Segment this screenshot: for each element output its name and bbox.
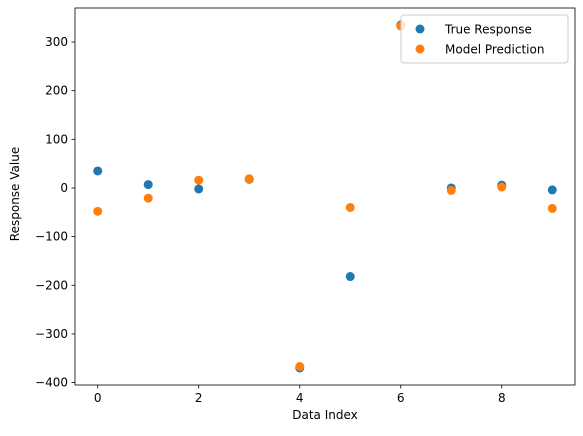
data-point: [345, 272, 355, 282]
x-tick-label: 8: [498, 391, 506, 405]
data-point: [93, 166, 103, 176]
data-points: [93, 20, 557, 373]
data-point: [446, 185, 456, 195]
y-tick-label: 0: [60, 181, 68, 195]
y-tick-label: −200: [35, 278, 68, 292]
legend: True Response Model Prediction: [400, 14, 569, 64]
legend-marker: [415, 24, 425, 34]
x-tick-label: 2: [195, 391, 203, 405]
data-point: [244, 174, 254, 184]
data-point: [143, 180, 153, 190]
y-tick-label: 300: [45, 35, 68, 49]
data-point: [547, 203, 557, 213]
x-tick-label: 4: [296, 391, 304, 405]
x-tick-label: 0: [94, 391, 102, 405]
y-tick-label: −400: [35, 376, 68, 390]
data-point: [497, 182, 507, 192]
legend-box: [400, 14, 569, 64]
legend-label: Model Prediction: [445, 43, 544, 57]
x-axis-label: Data Index: [292, 408, 358, 422]
data-point: [345, 202, 355, 212]
y-tick-label: −300: [35, 327, 68, 341]
data-point: [194, 184, 204, 194]
data-point: [194, 175, 204, 185]
legend-marker: [415, 44, 425, 54]
plot-area: [74, 7, 576, 386]
y-axis-label: Response Value: [8, 147, 22, 241]
axis-ticks: 0 2 4 6 8 −400 −300 −200 −100 0 100 200 300: [35, 35, 506, 405]
x-tick-label: 6: [397, 391, 405, 405]
data-point: [547, 185, 557, 195]
y-tick-label: 200: [45, 84, 68, 98]
y-tick-label: 100: [45, 132, 68, 146]
data-point: [93, 206, 103, 216]
plot-frame: [74, 7, 576, 386]
legend-label: True Response: [444, 23, 532, 37]
series-model-prediction: [93, 21, 557, 372]
data-point: [295, 362, 305, 372]
data-point: [143, 193, 153, 203]
y-tick-label: −100: [35, 230, 68, 244]
